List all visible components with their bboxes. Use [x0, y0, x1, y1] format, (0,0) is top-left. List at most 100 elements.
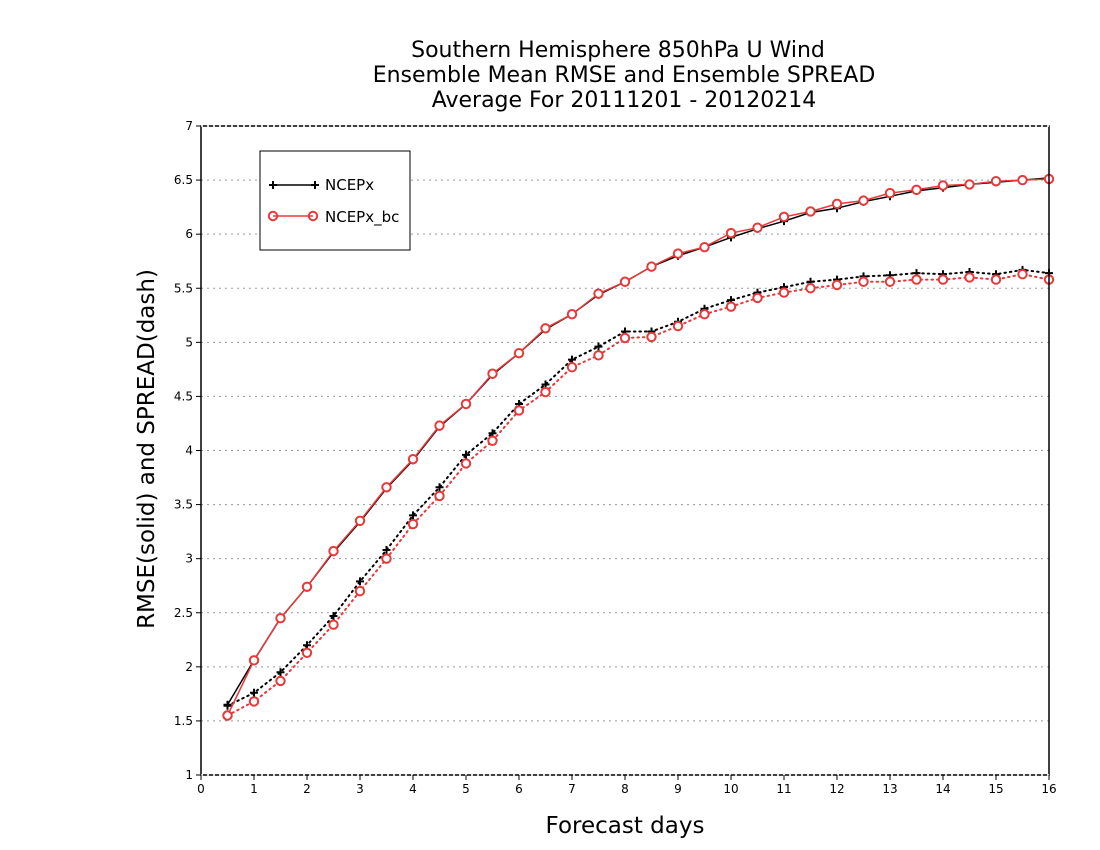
point-ncepx-bc-spread-5 — [354, 585, 366, 597]
point-ncepx-bc-rmse-12 — [540, 323, 551, 334]
y-tick-label-7: 4.5 — [174, 389, 193, 403]
point-ncepx-bc-spread-4 — [328, 619, 339, 630]
point-ncepx-bc-rmse-26 — [911, 184, 922, 196]
y-tick-label-5: 3.5 — [174, 498, 193, 512]
point-ncepx-bc-rmse-7 — [407, 453, 419, 465]
series-ncepx-bc-rmse — [222, 173, 1055, 721]
point-ncepx-bc-rmse-11 — [513, 347, 525, 359]
point-ncepx-bc-spread-17 — [672, 320, 684, 332]
point-ncepx-bc-rmse-4 — [328, 545, 339, 557]
point-ncepx-bc-rmse-10 — [487, 368, 498, 379]
x-tick-label-5: 5 — [462, 782, 470, 796]
x-tick-label-16: 16 — [1041, 782, 1056, 796]
point-ncepx-bc-spread-12 — [540, 386, 551, 398]
y-tick-label-2: 2 — [185, 660, 193, 674]
legend-label-ncepx: NCEPx — [325, 176, 374, 194]
legend-item-ncepx-bc: NCEPx_bc — [267, 208, 399, 227]
point-ncepx-spread-6 — [382, 546, 391, 555]
x-tick-label-13: 13 — [882, 782, 897, 796]
point-ncepx-bc-spread-23 — [831, 279, 843, 291]
point-ncepx-bc-spread-16 — [646, 331, 657, 343]
point-ncepx-bc-rmse-18 — [699, 241, 710, 253]
x-tick-label-6: 6 — [515, 782, 523, 796]
x-tick-label-12: 12 — [829, 782, 844, 796]
point-ncepx-bc-rmse-3 — [301, 581, 313, 592]
point-ncepx-bc-rmse-20 — [752, 222, 763, 233]
legend-marker-circle-icon — [267, 210, 279, 222]
x-tick-label-4: 4 — [409, 782, 417, 796]
point-ncepx-bc-spread-25 — [884, 276, 896, 287]
point-ncepx-spread-2 — [276, 668, 285, 677]
point-ncepx-spread-5 — [356, 577, 364, 586]
point-ncepx-bc-spread-14 — [593, 350, 604, 361]
x-tick-label-10: 10 — [723, 782, 738, 796]
point-ncepx-bc-rmse-21 — [778, 211, 790, 223]
point-ncepx-bc-spread-29 — [990, 274, 1002, 285]
point-ncepx-bc-rmse-0 — [222, 710, 233, 721]
point-ncepx-bc-spread-24 — [858, 276, 869, 287]
point-ncepx-bc-spread-15 — [619, 332, 631, 344]
point-ncepx-bc-spread-22 — [805, 283, 816, 294]
point-ncepx-bc-rmse-30 — [1017, 174, 1028, 186]
point-ncepx-spread-9 — [462, 450, 470, 459]
y-tick-label-9: 5.5 — [174, 281, 193, 295]
legend-item-ncepx: NCEPx — [269, 176, 374, 194]
x-tick-label-2: 2 — [303, 782, 311, 796]
y-tick-label-3: 2.5 — [174, 606, 193, 620]
point-ncepx-bc-rmse-23 — [831, 198, 843, 210]
point-ncepx-bc-rmse-29 — [990, 175, 1002, 187]
x-axis-title: Forecast days — [546, 813, 705, 839]
legend-box — [259, 150, 411, 251]
point-ncepx-bc-spread-10 — [487, 435, 498, 446]
legend-marker-plus-icon — [269, 181, 319, 189]
point-ncepx-bc-spread-13 — [566, 362, 578, 373]
y-tick-label-6: 4 — [185, 444, 193, 458]
y-tick-label-10: 6 — [185, 227, 193, 241]
x-tick-label-0: 0 — [197, 782, 205, 796]
title-line-3: Average For 20111201 - 20120214 — [432, 88, 817, 113]
point-ncepx-bc-rmse-28 — [964, 179, 975, 190]
point-ncepx-bc-rmse-13 — [566, 309, 578, 320]
point-ncepx-spread-8 — [435, 483, 444, 492]
y-tick-label-12: 7 — [185, 119, 193, 133]
x-tick-label-7: 7 — [568, 782, 576, 796]
point-ncepx-spread-7 — [409, 511, 417, 520]
point-ncepx-bc-spread-27 — [937, 274, 949, 285]
point-ncepx-bc-spread-1 — [248, 696, 260, 707]
chart-title: Southern Hemisphere 850hPa U Wind Ensemb… — [373, 38, 876, 113]
legend: NCEPx NCEPx_bc — [259, 150, 411, 251]
y-tick-label-4: 3 — [185, 552, 193, 566]
x-tick-label-1: 1 — [250, 782, 258, 796]
x-tick-label-11: 11 — [776, 782, 791, 796]
title-line-1: Southern Hemisphere 850hPa U Wind — [411, 38, 825, 63]
series-ncepx-bc-spread — [222, 268, 1055, 721]
point-ncepx-bc-rmse-24 — [858, 195, 869, 206]
point-ncepx-bc-spread-3 — [301, 647, 313, 658]
point-ncepx-bc-spread-7 — [407, 518, 419, 530]
point-ncepx-spread-14 — [594, 342, 603, 351]
x-tick-label-9: 9 — [674, 782, 682, 796]
y-tick-label-1: 1.5 — [174, 714, 193, 728]
point-ncepx-bc-spread-30 — [1017, 268, 1028, 280]
point-ncepx-bc-rmse-27 — [937, 180, 949, 191]
x-tick-label-8: 8 — [621, 782, 629, 796]
point-ncepx-bc-rmse-15 — [619, 276, 631, 287]
x-tick-label-14: 14 — [935, 782, 950, 796]
x-tick-label-3: 3 — [356, 782, 364, 796]
title-line-2: Ensemble Mean RMSE and Ensemble SPREAD — [373, 63, 876, 88]
point-ncepx-bc-spread-19 — [725, 301, 737, 312]
point-ncepx-bc-spread-26 — [911, 274, 922, 285]
point-ncepx-bc-rmse-8 — [434, 420, 445, 431]
point-ncepx-bc-spread-28 — [964, 272, 975, 283]
point-ncepx-bc-rmse-14 — [593, 288, 604, 299]
point-ncepx-bc-rmse-2 — [275, 612, 286, 624]
point-ncepx-bc-spread-20 — [752, 292, 763, 304]
y-tick-label-0: 1 — [185, 768, 193, 782]
point-ncepx-bc-spread-11 — [513, 405, 525, 416]
point-ncepx-bc-spread-18 — [699, 309, 710, 320]
point-ncepx-bc-rmse-22 — [805, 206, 816, 217]
series-line-ncepx-bc-spread — [226, 273, 1050, 717]
point-ncepx-bc-rmse-16 — [646, 261, 657, 272]
